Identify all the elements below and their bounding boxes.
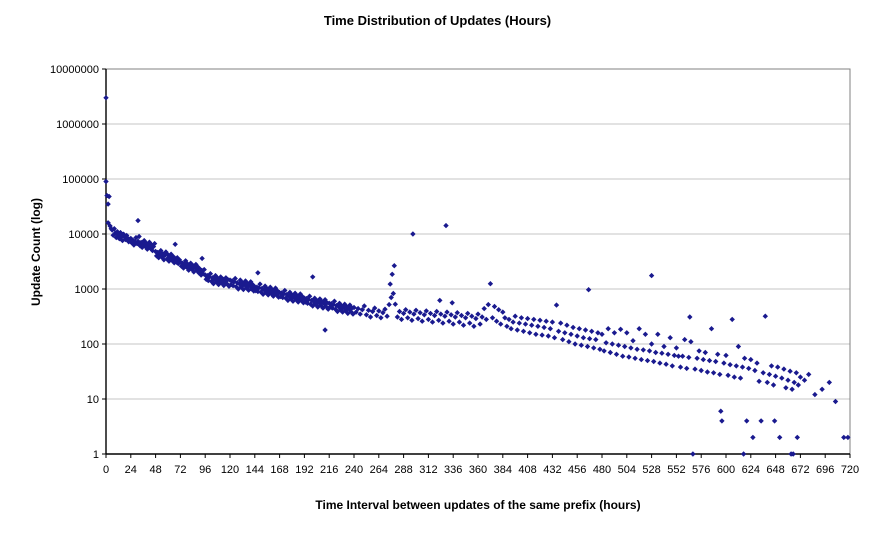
x-tick-label: 384 [494,464,512,476]
x-tick-label: 336 [444,464,462,476]
x-tick-label: 48 [149,464,161,476]
chart-title: Time Distribution of Updates (Hours) [323,13,552,28]
scatter-points [103,95,851,457]
x-tick-label: 0 [103,464,109,476]
x-tick-label: 120 [221,464,239,476]
x-tick-label: 144 [246,464,264,476]
y-tick-label: 100000 [62,174,99,186]
x-tick-label: 312 [419,464,437,476]
x-axis-title: Time Interval between updates of the sam… [315,498,641,512]
x-tick-label: 456 [568,464,586,476]
x-tick-label: 720 [841,464,859,476]
x-tick-label: 624 [742,464,760,476]
x-tick-label: 600 [717,464,735,476]
x-tick-label: 408 [518,464,536,476]
x-tick-label: 360 [469,464,487,476]
x-tick-label: 504 [618,464,636,476]
x-tick-label: 240 [345,464,363,476]
x-tick-label: 264 [370,464,388,476]
x-tick-label: 24 [125,464,137,476]
x-tick-label: 648 [766,464,784,476]
y-tick-label: 10000000 [50,64,99,76]
x-tick-label: 432 [543,464,561,476]
x-tick-label: 288 [394,464,412,476]
y-tick-label: 10 [87,394,99,406]
y-tick-label: 100 [81,339,99,351]
x-tick-label: 672 [791,464,809,476]
x-tick-label: 96 [199,464,211,476]
x-tick-label: 552 [667,464,685,476]
x-tick-label: 72 [174,464,186,476]
y-tick-label: 1 [93,449,99,461]
x-tick-label: 168 [270,464,288,476]
y-tick-label: 1000000 [56,119,99,131]
y-tick-label: 10000 [68,229,99,241]
x-tick-label: 480 [593,464,611,476]
y-tick-label: 1000 [75,284,99,296]
x-tick-label: 192 [295,464,313,476]
plot-border [105,68,851,455]
x-tick-label: 528 [642,464,660,476]
x-tick-label: 696 [816,464,834,476]
x-tick-label: 576 [692,464,710,476]
x-tick-label: 216 [320,464,338,476]
